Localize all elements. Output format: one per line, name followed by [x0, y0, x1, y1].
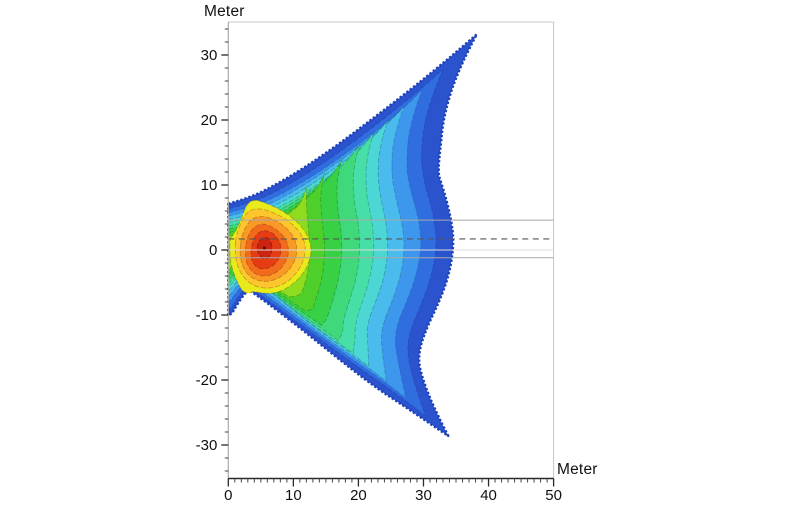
contour-bands — [227, 32, 479, 438]
y-tick-label: 10 — [201, 177, 218, 194]
x-tick-label: 50 — [545, 487, 562, 504]
x-tick-label: 40 — [480, 487, 497, 504]
x-tick-label: 20 — [350, 487, 367, 504]
x-tick-label: 0 — [224, 487, 232, 504]
x-axis-title: Meter — [557, 461, 598, 478]
x-tick-label: 30 — [415, 487, 432, 504]
y-tick-label: 30 — [201, 47, 218, 64]
y-tick-label: 20 — [201, 112, 218, 129]
hotspot-marker — [262, 246, 266, 250]
y-tick-label: -30 — [196, 437, 218, 454]
y-tick-label: -20 — [196, 372, 218, 389]
y-axis-title: Meter — [204, 3, 245, 20]
y-tick-label: -10 — [196, 307, 218, 324]
x-tick-label: 10 — [285, 487, 302, 504]
y-tick-label: 0 — [209, 242, 217, 259]
